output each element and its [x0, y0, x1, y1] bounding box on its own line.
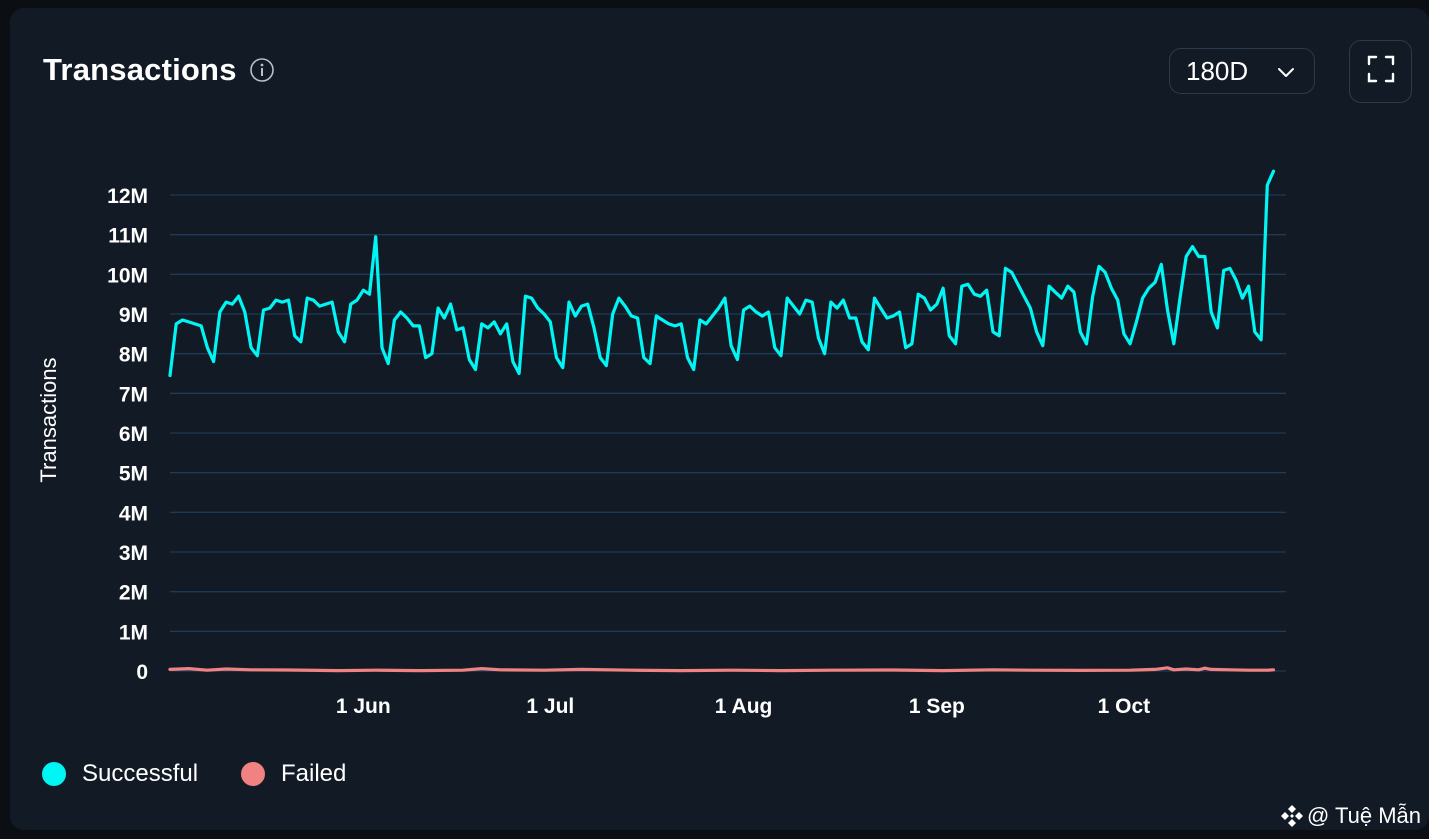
y-tick-label: 9M — [119, 304, 148, 327]
legend-item-failed[interactable]: Failed — [241, 760, 346, 788]
binance-square-logo-icon — [1279, 803, 1305, 829]
series-line-successful — [168, 169, 1276, 378]
x-tick-label: 1 Aug — [715, 695, 773, 718]
x-tick-label: 1 Oct — [1098, 695, 1151, 718]
y-tick-label: 0 — [136, 661, 148, 684]
y-tick-label: 2M — [119, 582, 148, 605]
legend-swatch-failed — [241, 762, 265, 786]
legend-swatch-successful — [42, 762, 66, 786]
card-header: Transactions — [43, 52, 275, 88]
chevron-down-icon — [1276, 62, 1296, 82]
y-tick-label: 8M — [119, 344, 148, 367]
page-title: Transactions — [43, 52, 237, 87]
legend-label-successful: Successful — [82, 760, 199, 787]
series-line-failed — [168, 666, 1276, 673]
fullscreen-button[interactable] — [1349, 40, 1412, 103]
x-tick-label: 1 Jun — [336, 695, 391, 718]
watermark: @ Tuệ Mẫn — [1279, 803, 1421, 829]
y-tick-label: 5M — [119, 463, 148, 486]
y-tick-label: 11M — [108, 225, 148, 248]
y-tick-label: 10M — [107, 264, 148, 287]
time-range-value: 180D — [1186, 55, 1249, 86]
x-tick-label: 1 Jul — [526, 695, 574, 718]
y-tick-label: 1M — [119, 621, 148, 644]
legend-label-failed: Failed — [281, 760, 347, 787]
y-tick-label: 4M — [119, 502, 148, 525]
y-tick-label: 7M — [119, 383, 148, 406]
y-axis-title: Transactions — [36, 357, 61, 482]
watermark-text: @ Tuệ Mẫn — [1306, 803, 1421, 828]
time-range-select[interactable]: 180D — [1169, 48, 1315, 94]
y-tick-label: 12M — [107, 185, 148, 208]
fullscreen-icon — [1367, 55, 1395, 88]
y-tick-label: 3M — [119, 542, 148, 565]
transactions-card: Transactions 180D — [10, 8, 1429, 830]
x-tick-label: 1 Sep — [909, 695, 965, 718]
y-tick-label: 6M — [119, 423, 148, 446]
info-icon[interactable] — [249, 57, 275, 83]
legend-item-successful[interactable]: Successful — [42, 760, 198, 788]
